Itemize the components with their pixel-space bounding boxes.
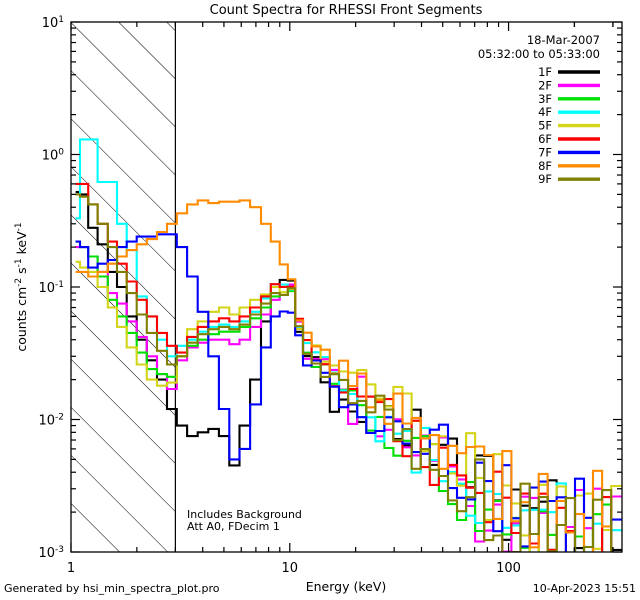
- spectrum-line-8f: [75, 199, 613, 552]
- legend-label-9f: 9F: [538, 172, 552, 186]
- observation-date: 18-Mar-2007: [527, 33, 600, 47]
- y-axis-label-part3: keV: [14, 231, 29, 258]
- svg-text:counts cm-2 s-1 keV-1: counts cm-2 s-1 keV-1: [14, 222, 29, 351]
- legend-label-3f: 3F: [538, 92, 552, 106]
- y-axis-label-sup3: -1: [14, 222, 24, 231]
- axis-ticks: [70, 21, 622, 553]
- x-axis-label: Energy (keV): [306, 579, 387, 594]
- legend-label-1f: 1F: [538, 65, 552, 79]
- y-tick-label: 10-1: [38, 280, 64, 296]
- observation-time-range: 05:32:00 to 05:33:00: [478, 47, 600, 61]
- x-tick-label: 1: [67, 561, 75, 576]
- y-tick-label: 101: [42, 15, 64, 31]
- y-axis-label: counts cm-2 s-1 keV-1: [14, 222, 29, 351]
- annotation-attenuator-state: Att A0, FDecim 1: [187, 520, 280, 533]
- page-title: Count Spectra for RHESSI Front Segments: [210, 3, 483, 18]
- annotation-includes-background: Includes Background: [187, 508, 302, 521]
- y-tick-label: 10-3: [38, 545, 64, 561]
- legend-label-8f: 8F: [538, 159, 552, 173]
- legend-label-4f: 4F: [538, 105, 552, 119]
- legend-label-2f: 2F: [538, 78, 552, 92]
- y-axis-label-part1: counts cm: [14, 287, 29, 352]
- y-axis-label-sup1: -2: [14, 278, 24, 287]
- legend-label-5f: 5F: [538, 119, 552, 133]
- axis-tick-labels: 1 10 100 101 100 10-1 10-2 10-3: [38, 15, 521, 576]
- legend-label-7f: 7F: [538, 145, 552, 159]
- spectrum-line-9f: [75, 193, 613, 552]
- y-axis-label-sup2: -1: [14, 258, 24, 267]
- x-tick-label: 100: [496, 561, 521, 576]
- y-axis-label-part2: s: [14, 267, 29, 278]
- footer-timestamp: 10-Apr-2023 15:51: [533, 582, 636, 595]
- spectra-curves: [75, 138, 622, 552]
- y-tick-label: 10-2: [38, 413, 64, 429]
- x-tick-label: 10: [282, 561, 299, 576]
- legend-label-6f: 6F: [538, 132, 552, 146]
- footer-generator: Generated by hsi_min_spectra_plot.pro: [4, 582, 220, 595]
- y-tick-label: 100: [42, 148, 65, 164]
